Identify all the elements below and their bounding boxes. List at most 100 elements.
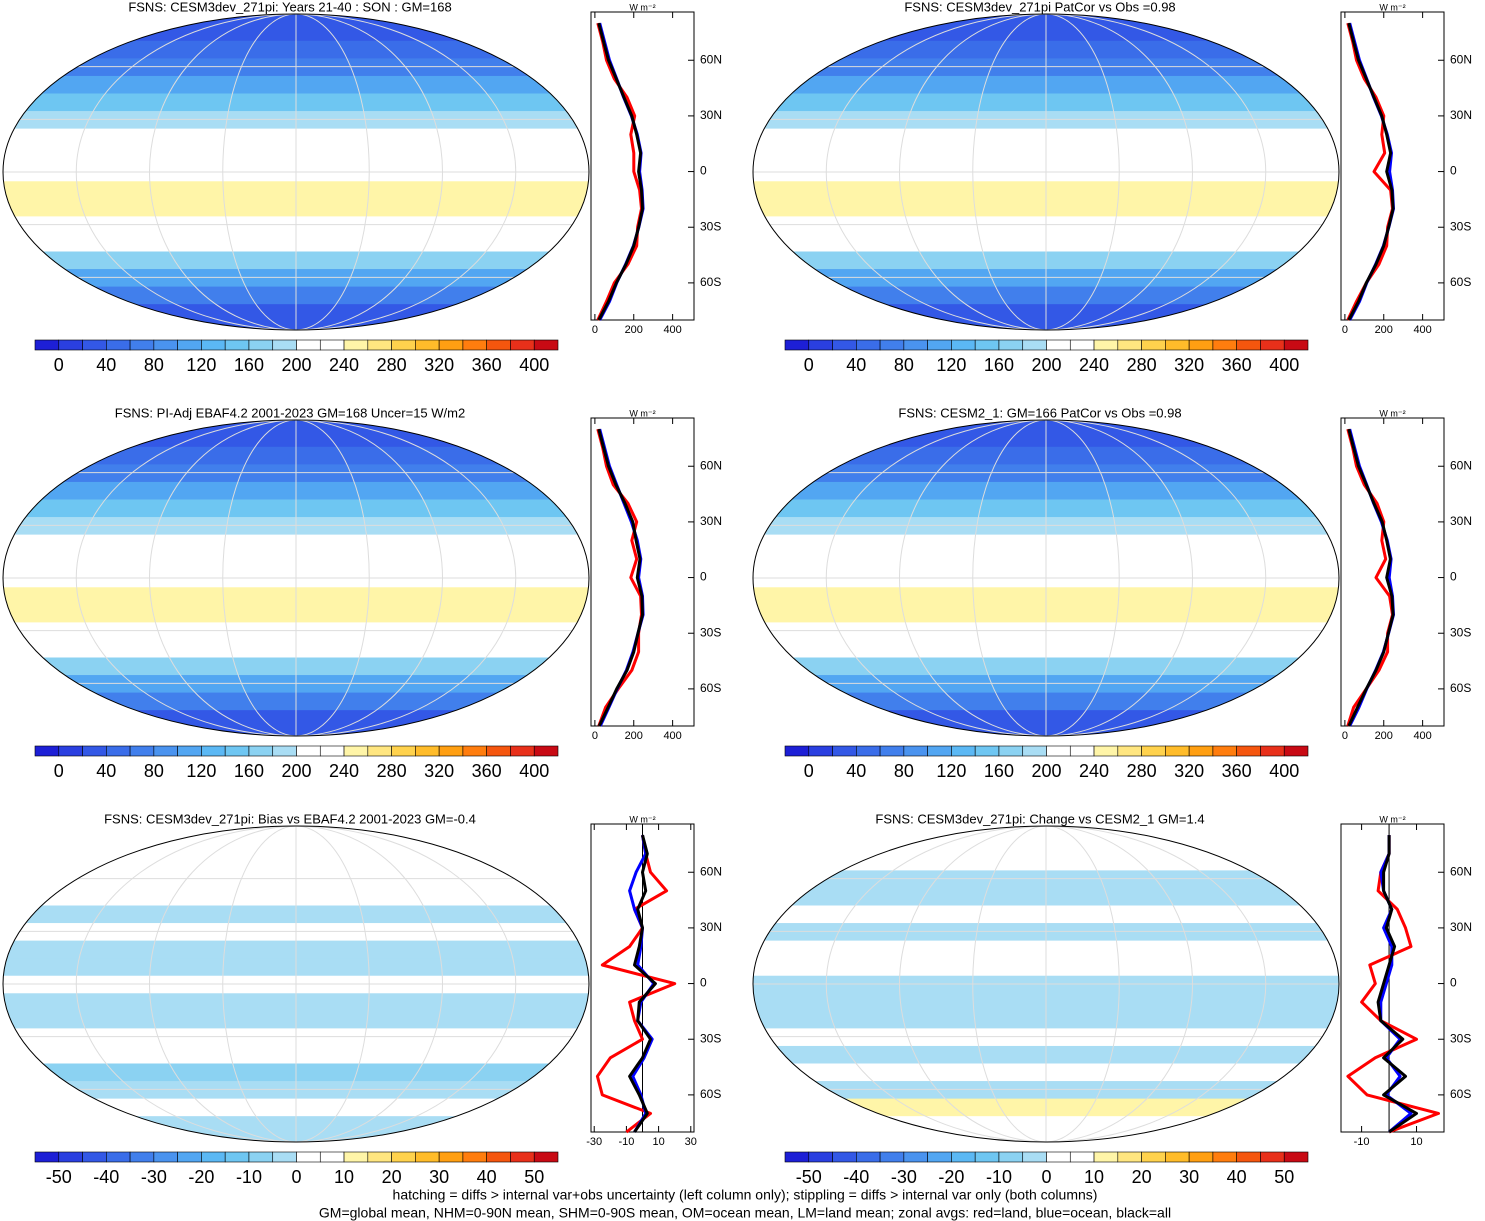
colorbar-box — [367, 339, 392, 351]
colorbar-label: 160 — [234, 355, 264, 375]
meridian — [75, 14, 517, 330]
map-outline — [2, 419, 590, 737]
zonal-frame — [590, 417, 695, 727]
zonal-frame — [1340, 823, 1445, 1133]
colorbar-box — [998, 745, 1024, 757]
colorbar-box — [1260, 1151, 1285, 1163]
meridian — [972, 420, 1120, 736]
colorbar-label: 0 — [1041, 1167, 1051, 1187]
colorbar-label: 40 — [477, 1167, 497, 1187]
colorbar-box — [177, 339, 202, 351]
colorbar-label: 160 — [984, 355, 1014, 375]
colorbar-box — [832, 745, 857, 757]
y-tick-label: 30N — [1450, 920, 1472, 934]
colorbar-box — [462, 1151, 487, 1163]
x-tick-label: 200 — [625, 324, 643, 336]
colorbar-box — [343, 745, 369, 757]
map — [3, 14, 589, 330]
y-tick-label: 60N — [700, 52, 722, 66]
map-outline — [752, 825, 1340, 1143]
colorbar-label: 400 — [1269, 761, 1299, 781]
colorbar-label: -50 — [46, 1167, 72, 1187]
colorbar-box — [1165, 339, 1190, 351]
colorbar-label: 40 — [846, 355, 866, 375]
colorbar-label: -20 — [188, 1167, 214, 1187]
colorbar-label: 200 — [281, 355, 311, 375]
colorbar-label: 320 — [1174, 355, 1204, 375]
zonal-unit: W m⁻² — [1379, 814, 1405, 824]
colorbar-box — [784, 745, 810, 757]
zonal-unit: W m⁻² — [1379, 2, 1405, 12]
colorbar-box — [462, 745, 487, 757]
y-tick-label: 0 — [700, 570, 707, 584]
footnote: GM=global mean, NHM=0-90N mean, SHM=0-90… — [319, 1205, 1171, 1221]
y-tick-label: 30N — [1450, 514, 1472, 528]
colorbar-label: 20 — [1132, 1167, 1152, 1187]
meridian — [972, 14, 1120, 330]
y-tick-label: 0 — [1450, 976, 1457, 990]
colorbar-label: 160 — [984, 761, 1014, 781]
colorbar-label: 120 — [936, 355, 966, 375]
colorbar-label: 280 — [1127, 761, 1157, 781]
colorbar-box — [201, 1151, 226, 1163]
colorbar-box — [272, 1151, 297, 1163]
colorbar-box — [1046, 339, 1071, 351]
y-tick-label: 30N — [700, 108, 722, 122]
colorbar-box — [1141, 339, 1166, 351]
meridian — [825, 14, 1267, 330]
meridian — [825, 826, 1267, 1142]
x-tick-label: 30 — [685, 1136, 697, 1148]
map-outline — [2, 825, 590, 1143]
colorbar-box — [1141, 1151, 1166, 1163]
colorbar-box — [784, 339, 810, 351]
colorbar-box — [272, 745, 297, 757]
colorbar-box — [784, 1151, 810, 1163]
colorbar-label: -40 — [93, 1167, 119, 1187]
colorbar-box — [1046, 1151, 1071, 1163]
colorbar-box — [58, 339, 83, 351]
map — [3, 826, 589, 1142]
y-tick-label: 30N — [700, 920, 722, 934]
colorbar-box — [1022, 745, 1047, 757]
colorbar-box — [82, 745, 107, 757]
colorbar-box — [248, 1151, 274, 1163]
colorbar-box — [224, 745, 250, 757]
colorbar-box — [82, 339, 107, 351]
colorbar-box — [998, 339, 1024, 351]
colorbar-box — [808, 339, 833, 351]
colorbar-box — [1022, 1151, 1047, 1163]
colorbar-box — [533, 745, 559, 757]
colorbar-label: 40 — [1227, 1167, 1247, 1187]
colorbar-box — [367, 1151, 392, 1163]
colorbar-box — [974, 745, 1000, 757]
colorbar-box — [486, 339, 511, 351]
colorbar-label: 400 — [519, 761, 549, 781]
panel-title: FSNS: CESM3dev_271pi: Change vs CESM2_1 … — [875, 811, 1204, 826]
panel-title: FSNS: CESM2_1: GM=166 PatCor vs Obs =0.9… — [898, 405, 1181, 420]
colorbar-box — [34, 339, 60, 351]
map-outline — [752, 419, 1340, 737]
colorbar-box — [319, 745, 345, 757]
colorbar-label: 50 — [1274, 1167, 1294, 1187]
panel-title: FSNS: CESM3dev_271pi PatCor vs Obs =0.98 — [904, 0, 1175, 14]
colorbar-box — [177, 745, 202, 757]
colorbar-box — [201, 745, 226, 757]
meridian — [222, 826, 370, 1142]
y-tick-label: 0 — [700, 976, 707, 990]
colorbar-box — [343, 339, 369, 351]
colorbar-box — [248, 339, 274, 351]
colorbar-label: 360 — [1222, 761, 1252, 781]
colorbar-box — [808, 1151, 833, 1163]
footnote: hatching = diffs > internal var+obs unce… — [393, 1187, 1098, 1203]
colorbar-box — [927, 1151, 952, 1163]
meridian — [149, 420, 443, 736]
meridian — [899, 14, 1193, 330]
zonal-line — [596, 428, 643, 727]
colorbar-box — [879, 745, 905, 757]
colorbar-box — [1165, 745, 1190, 757]
colorbar-box — [533, 1151, 559, 1163]
colorbar-label: 80 — [894, 355, 914, 375]
colorbar-box — [1188, 745, 1214, 757]
colorbar-label: 200 — [1031, 355, 1061, 375]
y-tick-label: 30N — [700, 514, 722, 528]
